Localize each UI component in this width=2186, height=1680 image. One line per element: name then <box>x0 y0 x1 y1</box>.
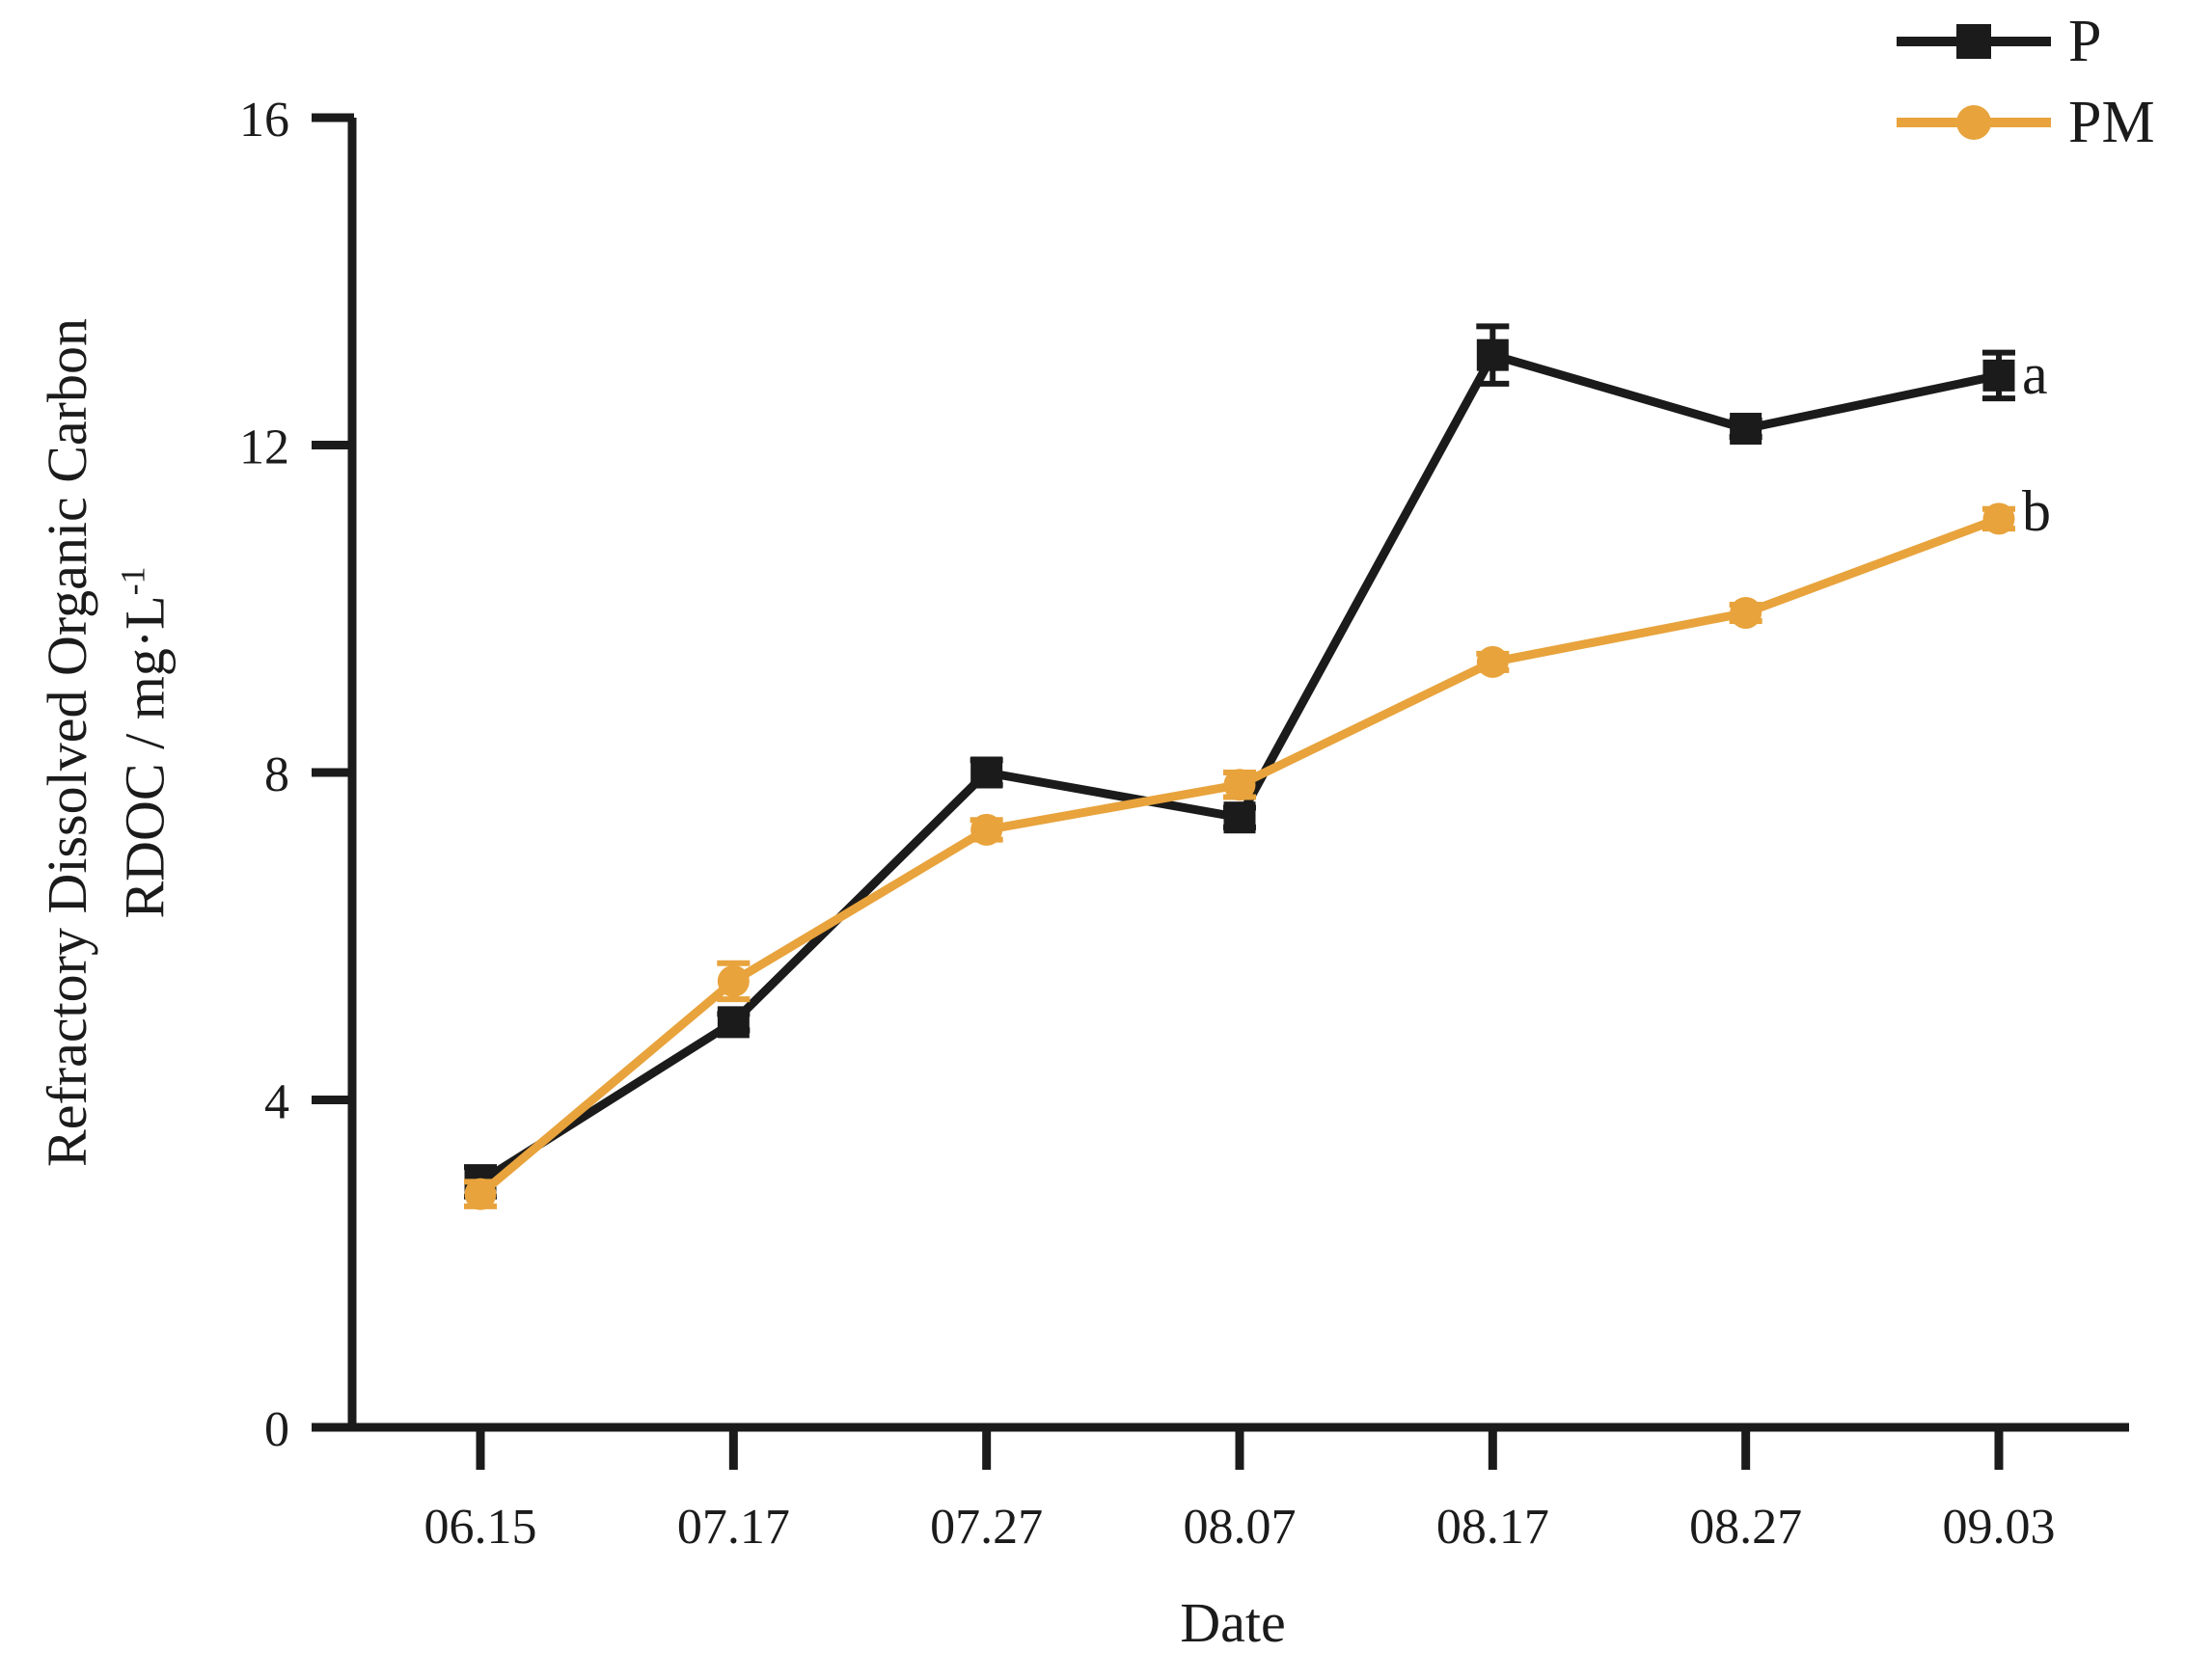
data-point-circle-pm <box>1476 645 1509 678</box>
data-point-circle-pm <box>717 964 750 997</box>
y-axis-title-line1: Refractory Dissolved Organic Carbon <box>36 318 98 1167</box>
y-axis-units-base: RDOC / mg·L <box>113 595 177 919</box>
data-point-square-p <box>1476 339 1509 371</box>
y-tick-label: 12 <box>239 420 289 475</box>
x-tick-label: 08.27 <box>1689 1500 1802 1555</box>
x-tick-label: 07.27 <box>930 1500 1043 1555</box>
y-tick-label: 0 <box>264 1402 289 1457</box>
series-line-pm <box>478 514 2001 1198</box>
legend-line-p <box>1897 24 2051 59</box>
x-tick-label: 06.15 <box>424 1500 537 1555</box>
x-tick-label: 08.07 <box>1183 1500 1296 1555</box>
data-point-square-p <box>1730 413 1762 446</box>
legend-entry-pm: PM <box>1897 93 2155 152</box>
y-tick-label: 4 <box>264 1075 289 1130</box>
data-point-circle-pm <box>1730 596 1762 629</box>
series-line-p <box>478 350 2000 1186</box>
legend-square-marker-icon <box>1956 24 1991 59</box>
legend-label-p: P <box>2068 9 2102 74</box>
y-axis-units-exponent: -1 <box>113 566 152 596</box>
y-tick-label: 8 <box>264 747 289 802</box>
data-point-square-p <box>1223 801 1256 834</box>
annotation-b: b <box>2022 479 2051 543</box>
x-axis-title: Date <box>1180 1591 1286 1654</box>
data-point-circle-pm <box>1982 502 2015 535</box>
y-axis-title-units: RDOC / mg·L-1 <box>113 566 176 918</box>
x-tick-label: 09.03 <box>1942 1500 2055 1555</box>
data-point-circle-pm <box>1223 769 1256 801</box>
data-point-square-p <box>717 1006 750 1039</box>
data-point-square-p <box>970 756 1003 789</box>
data-point-circle-pm <box>970 813 1003 846</box>
legend-line-pm <box>1897 105 2051 140</box>
data-point-circle-pm <box>464 1178 497 1210</box>
annotation-a: a <box>2022 342 2048 406</box>
data-point-square-p <box>1982 359 2015 392</box>
legend-circle-marker-icon <box>1956 105 1991 140</box>
x-tick-label: 08.17 <box>1436 1500 1549 1555</box>
x-tick-label: 07.17 <box>677 1500 790 1555</box>
legend-entry-p: P <box>1897 12 2101 71</box>
y-tick-label: 16 <box>239 93 289 148</box>
legend-label-pm: PM <box>2068 90 2155 155</box>
